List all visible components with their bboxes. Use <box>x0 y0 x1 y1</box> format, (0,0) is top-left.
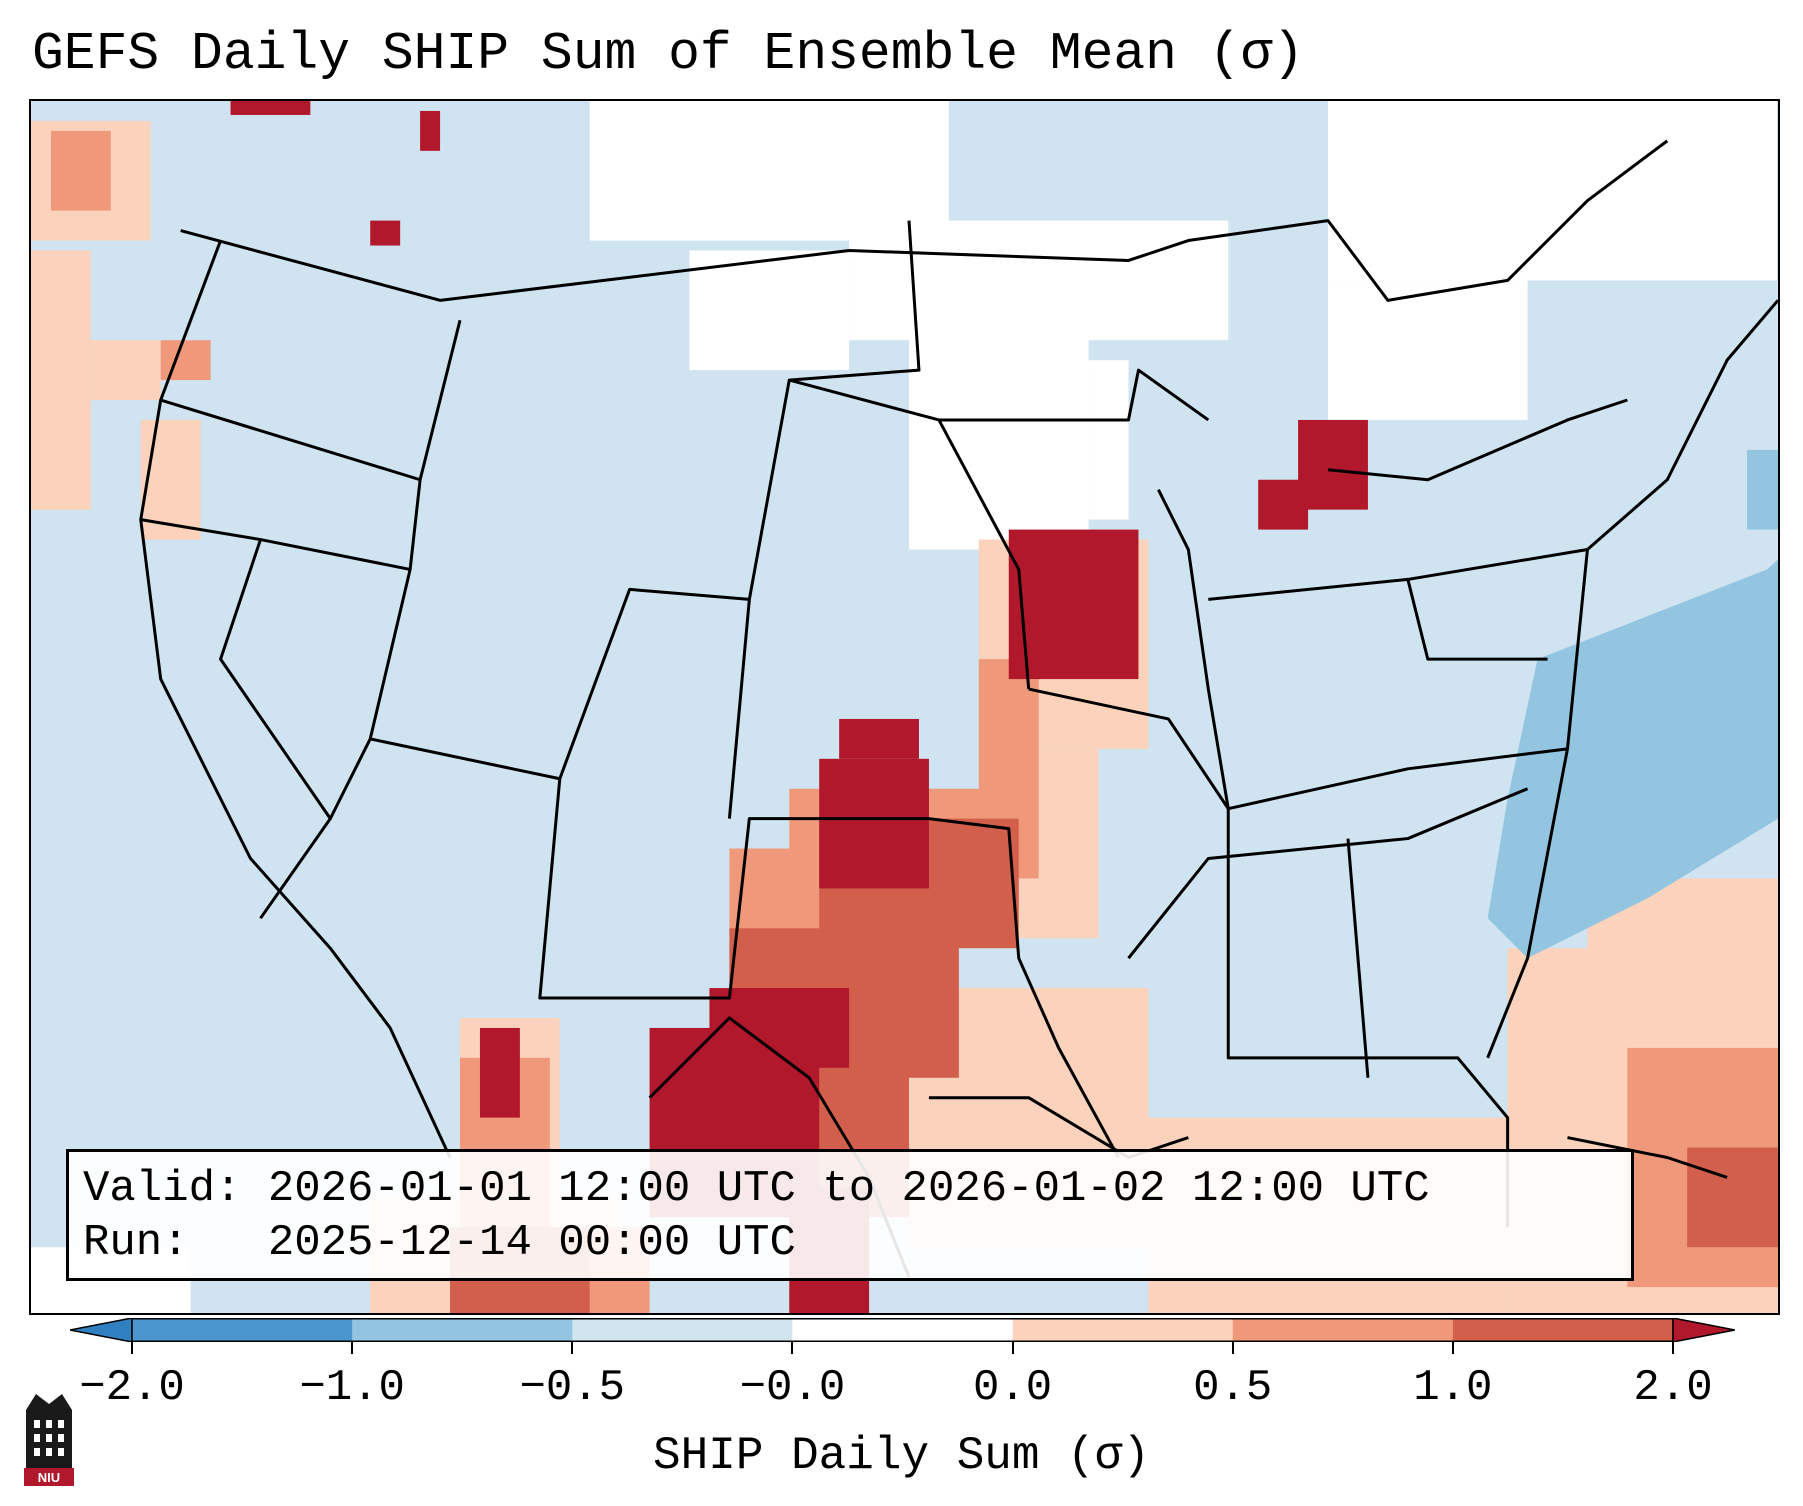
colorbar-tick-label: −0.5 <box>519 1363 626 1413</box>
run-value: 2025-12-14 00:00 UTC <box>267 1218 796 1268</box>
valid-label: Valid: <box>83 1164 242 1214</box>
colorbar-tick-mark <box>791 1342 794 1354</box>
colorbar-tick-label: 0.5 <box>1193 1363 1273 1413</box>
colorbar-tick-mark <box>1672 1342 1674 1354</box>
colorbar-tick-label: 2.0 <box>1633 1363 1713 1413</box>
colorbar-tick-label: −1.0 <box>299 1363 405 1413</box>
colorbar-extend-low <box>70 1318 133 1342</box>
colorbar <box>70 1318 1735 1342</box>
colorbar-segment <box>1012 1318 1234 1342</box>
colorbar-tick-label: −2.0 <box>79 1363 185 1413</box>
colorbar-tick-mark <box>131 1342 133 1354</box>
run-label: Run: <box>83 1218 189 1268</box>
colorbar-label: SHIP Daily Sum (σ) <box>653 1430 1150 1482</box>
colorbar-segment <box>352 1318 573 1342</box>
valid-value: 2026-01-01 12:00 UTC to 2026-01-02 12:00… <box>267 1164 1430 1214</box>
colorbar-segment <box>792 1318 1014 1342</box>
map-canvas <box>31 101 1778 1313</box>
colorbar-segment <box>132 1318 353 1342</box>
colorbar-tick-mark <box>1451 1342 1454 1354</box>
colorbar-segment <box>1232 1318 1454 1342</box>
svg-text:NIU: NIU <box>38 1470 60 1485</box>
anomaly-map <box>29 99 1780 1315</box>
neutral-anomaly-areas <box>31 101 1778 1313</box>
colorbar-tick-mark <box>571 1342 574 1354</box>
colorbar-tick-label: −0.0 <box>739 1363 846 1413</box>
colorbar-segment <box>572 1318 793 1342</box>
colorbar-extend-high <box>1672 1318 1735 1342</box>
info-box: Valid: 2026-01-01 12:00 UTC to 2026-01-0… <box>66 1149 1634 1281</box>
negative-anomaly-areas <box>1487 449 1778 959</box>
colorbar-tick-label: 0.0 <box>972 1363 1053 1413</box>
colorbar-tick-mark <box>1231 1342 1234 1354</box>
colorbar-segment <box>1452 1318 1674 1342</box>
boundary-lines <box>139 139 1778 1278</box>
niu-logo: NIU <box>24 1394 74 1486</box>
figure-title: GEFS Daily SHIP Sum of Ensemble Mean (σ) <box>32 24 1305 84</box>
colorbar-tick-label: 1.0 <box>1413 1363 1493 1413</box>
colorbar-tick-mark <box>1011 1342 1014 1354</box>
colorbar-tick-mark <box>351 1342 354 1354</box>
